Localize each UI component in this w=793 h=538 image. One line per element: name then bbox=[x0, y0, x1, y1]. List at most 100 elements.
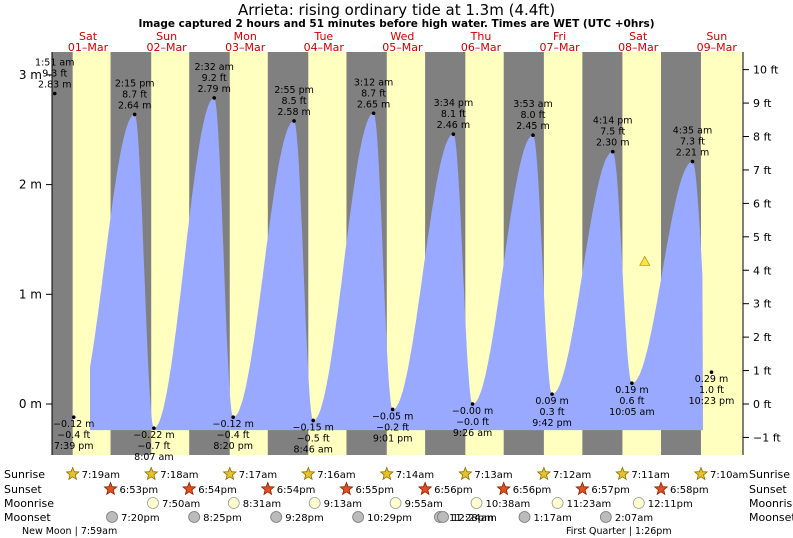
sunrise-time: 7:13am bbox=[474, 470, 512, 481]
sunrise-time: 7:16am bbox=[317, 470, 355, 481]
tide-point bbox=[311, 418, 316, 423]
tide-ft-label: −0.0 ft bbox=[456, 417, 489, 428]
day-name: Sat bbox=[629, 30, 648, 43]
sunset-time: 6:54pm bbox=[277, 485, 316, 496]
day-date: 06–Mar bbox=[461, 41, 502, 54]
tide-point bbox=[630, 381, 634, 385]
moonrise-label-right: Moonrise bbox=[749, 497, 793, 510]
y-tick-label-ft: 3 ft bbox=[753, 298, 772, 311]
tide-point bbox=[610, 149, 615, 154]
sunrise-time: 7:14am bbox=[396, 470, 434, 481]
sunrise-icon bbox=[222, 466, 237, 481]
current-level-marker bbox=[639, 255, 651, 266]
axes: 3 m 2 m 1 m 0 m 10 ft 9 ft 8 ft 7 ft 6 ft 5 ft 4 f… bbox=[19, 52, 781, 455]
sunset-icon bbox=[260, 481, 276, 496]
moonrise-time: 9:13am bbox=[324, 499, 362, 510]
y-tick-label-ft: 5 ft bbox=[753, 231, 772, 244]
sunset-time: 6:55pm bbox=[355, 485, 394, 496]
moonrise-time: 9:55am bbox=[405, 499, 443, 510]
sunrise-icon bbox=[693, 466, 709, 481]
moonset-label-left: Moonset bbox=[4, 511, 51, 524]
day-date: 08–Mar bbox=[618, 41, 659, 54]
moonrise-icon bbox=[227, 497, 240, 509]
sunset-icon bbox=[181, 481, 197, 496]
y-tick-label-ft: 0 ft bbox=[753, 398, 772, 411]
moonset-icon bbox=[106, 511, 118, 523]
day-name: Wed bbox=[390, 30, 414, 43]
day-date: 01–Mar bbox=[68, 41, 109, 54]
tide-time-label: 8:20 pm bbox=[213, 441, 253, 452]
y-tick-label-ft: −1 ft bbox=[753, 431, 781, 444]
tide-m-label: −0.00 m bbox=[452, 406, 493, 417]
sunset-icon bbox=[417, 481, 433, 496]
sunrise-time: 7:18am bbox=[160, 470, 198, 481]
day-date: 04–Mar bbox=[304, 41, 345, 54]
day-date: 02–Mar bbox=[146, 41, 187, 54]
tide-m-label: 2.46 m bbox=[437, 120, 470, 131]
sunrise-icon bbox=[615, 466, 630, 481]
y-tick-label-m: 1 m bbox=[19, 287, 42, 301]
day-name: Mon bbox=[234, 30, 257, 43]
moonset-time: 7:20pm bbox=[121, 513, 160, 524]
day-name: Thu bbox=[470, 30, 492, 43]
moonrise-icon bbox=[470, 497, 483, 509]
sunrise-time: 7:19am bbox=[82, 470, 120, 481]
tide-m-label: −0.12 m bbox=[212, 419, 253, 430]
y-tick-label-ft: 2 ft bbox=[753, 331, 772, 344]
y-tick-label-ft: 1 ft bbox=[753, 365, 772, 378]
moon-phase-first-quarter: First Quarter | 1:26pm bbox=[566, 526, 672, 537]
tide-ft-label: 9.2 ft bbox=[202, 73, 227, 84]
tide-point bbox=[292, 119, 296, 123]
tide-time-label: 3:53 am bbox=[513, 99, 552, 110]
sunset-label-left: Sunset bbox=[4, 483, 42, 496]
tide-time-label: 2:55 pm bbox=[274, 85, 314, 96]
tide-point bbox=[531, 133, 535, 138]
sunset-time: 6:53pm bbox=[120, 485, 159, 496]
tide-ft-label: 1.0 ft bbox=[699, 385, 724, 396]
tide-ft-label: 8.7 ft bbox=[122, 89, 147, 100]
day-name: Fri bbox=[553, 30, 566, 43]
tide-m-label: −0.15 m bbox=[293, 422, 334, 433]
tide-time-label: 10:05 am bbox=[609, 407, 654, 418]
day-date: 07–Mar bbox=[539, 41, 580, 54]
y-tick-label-m: 3 m bbox=[19, 68, 42, 82]
sunrise-icon bbox=[301, 466, 316, 481]
tide-m-label: 2.21 m bbox=[676, 148, 709, 159]
moonset-time: 1:17am bbox=[534, 513, 572, 524]
moonrise-label-left: Moonrise bbox=[4, 497, 54, 510]
tide-time-label: 9:26 am bbox=[453, 428, 492, 439]
sunset-label-right: Sunset bbox=[749, 483, 787, 496]
sunset-time: 6:54pm bbox=[198, 485, 237, 496]
tide-ft-label: −0.4 ft bbox=[57, 430, 90, 441]
tide-point bbox=[152, 426, 156, 430]
tide-point bbox=[709, 370, 714, 374]
moonset-label-right: Moonset bbox=[749, 511, 793, 524]
moonrise-icon bbox=[551, 497, 564, 509]
sunset-icon bbox=[103, 481, 118, 496]
tide-time-label: 2:15 pm bbox=[115, 78, 155, 89]
tide-time-label: 8:07 am bbox=[134, 452, 173, 463]
tide-point bbox=[550, 392, 554, 396]
tide-time-label: 1:51 am bbox=[35, 58, 74, 69]
tide-curve-area bbox=[90, 98, 703, 431]
tide-time-label: 9:42 pm bbox=[532, 418, 572, 429]
moonset-icon bbox=[518, 511, 531, 523]
moonset-time: 12:24am bbox=[452, 513, 497, 524]
tide-ft-label: 8.7 ft bbox=[361, 88, 386, 99]
day-date: 03–Mar bbox=[225, 41, 266, 54]
tide-time-label: 4:35 am bbox=[673, 126, 712, 137]
tide-point bbox=[690, 159, 695, 164]
tide-ft-label: 8.5 ft bbox=[282, 96, 307, 107]
tide-time-label: 4:14 pm bbox=[593, 116, 633, 127]
tide-labels: 1:51 am9.3 ft2.83 m−0.12 m−0.4 ft7:39 pm… bbox=[35, 58, 734, 464]
tide-time-label: 10:23 pm bbox=[689, 396, 735, 407]
sunset-icon bbox=[653, 481, 669, 496]
tide-ft-label: 9.3 ft bbox=[42, 69, 67, 80]
tide-point bbox=[390, 407, 395, 412]
moonrise-time: 12:11pm bbox=[648, 499, 693, 510]
tide-point bbox=[371, 111, 376, 116]
sunset-icon bbox=[496, 481, 511, 496]
tide-m-label: 2.64 m bbox=[118, 100, 151, 111]
day-name: Sun bbox=[156, 30, 177, 43]
moon-phase-new: New Moon | 7:59am bbox=[22, 526, 117, 537]
